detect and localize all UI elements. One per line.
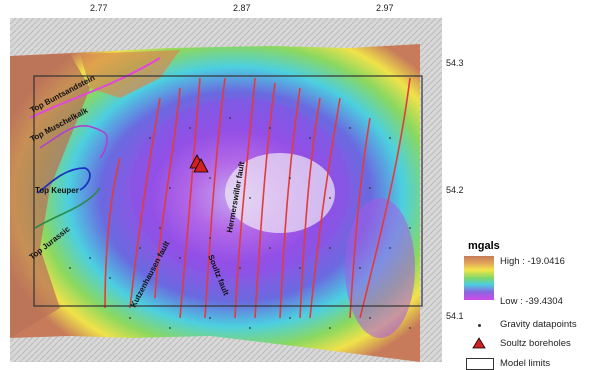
legend-high-value: High : -19.0416 (500, 256, 565, 267)
fault-lines (104, 77, 411, 319)
fault-line (234, 77, 256, 319)
y-tick-label: 54.1 (446, 311, 464, 321)
legend-soultz-boreholes: Soultz boreholes (500, 338, 571, 349)
fault-line (104, 157, 121, 309)
fault-line (359, 77, 411, 319)
x-tick-label: 2.77 (90, 3, 108, 13)
gravity-datapoint-icon (478, 324, 481, 327)
gravity-high-zone (10, 54, 90, 338)
borehole-marker (193, 158, 209, 173)
gravity-surface (10, 44, 420, 362)
gravity-datapoints (69, 117, 411, 329)
fault-line (254, 82, 276, 319)
legend-low-value: Low : -39.4304 (500, 296, 563, 307)
label-top-keuper: Top Keuper (35, 186, 79, 195)
fault-line (204, 77, 226, 319)
gravity-low-zone (345, 198, 415, 338)
y-tick-label: 54.3 (446, 58, 464, 68)
fault-line (279, 87, 301, 319)
gravity-map: Top Buntsandstein Top Muschelkalk Top Ke… (10, 18, 442, 362)
legend-color-ramp (464, 256, 494, 300)
gravity-low-core (225, 153, 335, 233)
model-limits-icon (466, 358, 494, 370)
map-canvas: Top Buntsandstein Top Muschelkalk Top Ke… (10, 18, 442, 362)
legend-gravity-datapoints: Gravity datapoints (500, 319, 577, 330)
formation-line-keuper (37, 167, 91, 194)
formation-line-buntsandstein (29, 57, 161, 119)
legend-model-limits: Model limits (500, 358, 551, 369)
x-tick-label: 2.87 (233, 3, 251, 13)
fault-line (129, 97, 161, 309)
fault-line (349, 117, 371, 319)
formation-line-jurassic (34, 187, 101, 229)
borehole-icon (472, 337, 486, 349)
formation-line-muschelkalk (39, 124, 108, 159)
x-tick-label: 2.97 (376, 3, 394, 13)
fault-line (299, 97, 321, 319)
fault-line (179, 77, 201, 319)
fault-line (309, 97, 341, 319)
map-legend: mgals High : -19.0416 Low : -39.4304 Gra… (462, 240, 592, 370)
y-tick-label: 54.2 (446, 185, 464, 195)
model-limits-box (33, 75, 423, 307)
soultz-boreholes (189, 154, 209, 173)
fault-line (154, 87, 181, 299)
legend-title: mgals (468, 240, 500, 252)
